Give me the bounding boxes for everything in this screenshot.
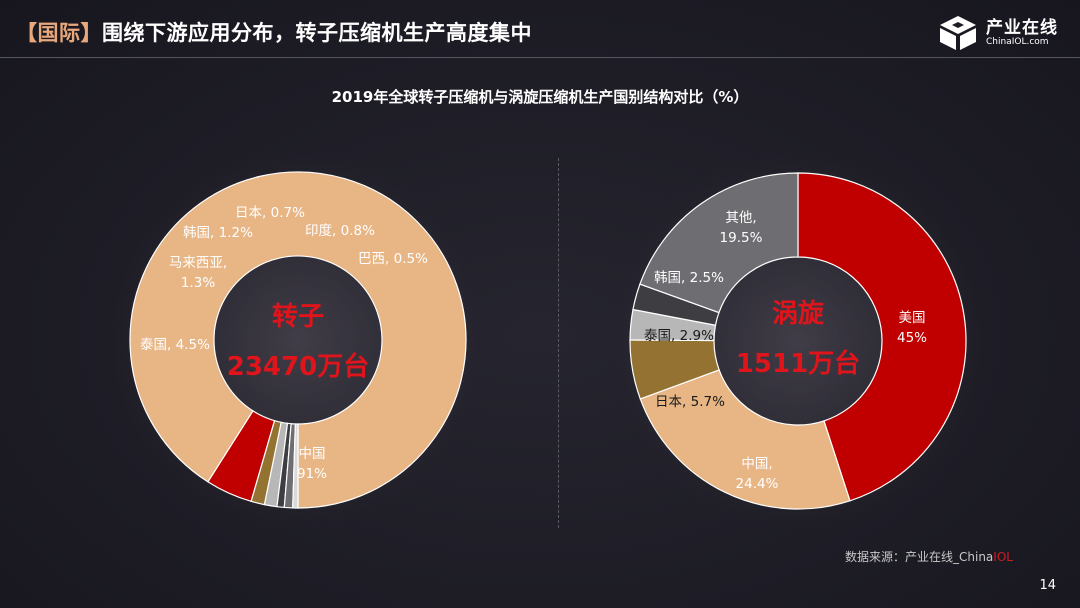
slice-label-中国: 中国 91% <box>297 446 327 482</box>
page-number: 14 <box>1039 578 1056 593</box>
slice-label-韩国: 韩国, 2.5% <box>654 270 724 286</box>
slice-中国 <box>639 369 851 510</box>
source-text: 数据来源：产业在线_China <box>845 550 994 564</box>
slice-label-泰国: 泰国, 2.9% <box>644 328 714 344</box>
center-type-label: 涡旋 <box>772 299 825 329</box>
chart-divider <box>558 158 559 528</box>
slide-title: 围绕下游应用分布，转子压缩机生产高度集中 <box>102 21 532 45</box>
header-tag: 【国际】 <box>16 21 102 45</box>
slice-中国 <box>129 171 467 509</box>
chart-title: 2019年全球转子压缩机与涡旋压缩机生产国别结构对比（%） <box>331 88 749 106</box>
slice-label-日本: 日本, 5.7% <box>655 394 725 410</box>
slice-label-马来西亚: 马来西亚, 1.3% <box>169 255 227 291</box>
logo-url: ChinaIOL.com <box>986 36 1049 47</box>
slice-label-韩国: 韩国, 1.2% <box>183 225 253 241</box>
slice-label-印度: 印度, 0.8% <box>305 223 375 239</box>
slice-label-巴西: 巴西, 0.5% <box>358 251 428 267</box>
center-type-label: 转子 <box>272 302 324 332</box>
slice-label-中国: 中国, 24.4% <box>736 456 779 492</box>
source-highlight: IOL <box>993 550 1013 564</box>
data-source: 数据来源：产业在线_ChinaIOL <box>845 548 1013 565</box>
logo-name: 产业在线 <box>986 17 1058 38</box>
slice-美国 <box>797 172 967 502</box>
header-divider <box>0 57 1080 58</box>
cube-logo-icon <box>940 16 976 50</box>
slide-header: 【国际】 围绕下游应用分布，转子压缩机生产高度集中 <box>16 14 532 50</box>
slice-label-泰国: 泰国, 4.5% <box>140 337 210 353</box>
brand-logo: 产业在线 ChinaIOL.com <box>936 14 1058 52</box>
slice-label-美国: 美国 45% <box>897 310 927 346</box>
slice-label-日本: 日本, 0.7% <box>235 205 305 221</box>
slice-其他 <box>639 172 799 314</box>
rotary-donut-chart: 中国 91% 泰国, 4.5% 马来西亚, 1.3% 韩国, 1.2% 日本, 0.7%印度… <box>104 146 492 534</box>
center-volume-label: 1511万台 <box>736 348 860 379</box>
center-volume-label: 23470万台 <box>227 351 369 382</box>
slice-label-其他: 其他, 19.5% <box>720 210 763 246</box>
scroll-donut-chart: 美国 45% 中国, 24.4% 日本, 5.7% 泰国, 2.9% 韩国, 2.5% 其他,… <box>604 147 992 535</box>
slice-巴西 <box>292 423 299 509</box>
